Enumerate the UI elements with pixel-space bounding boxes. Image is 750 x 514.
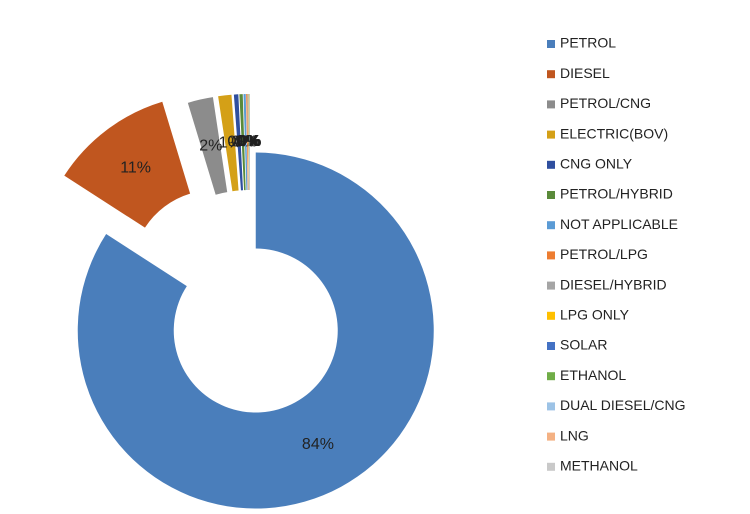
legend-label: DIESEL/HYBRID	[560, 276, 667, 292]
legend-label: PETROL/CNG	[560, 95, 651, 111]
legend-label: METHANOL	[560, 458, 638, 474]
legend-label: ELECTRIC(BOV)	[560, 125, 668, 141]
data-label: 0%	[238, 133, 261, 150]
data-label: 0%	[238, 133, 261, 150]
legend-swatch	[547, 372, 555, 381]
legend-label: CNG ONLY	[560, 156, 633, 172]
legend-swatch	[547, 402, 555, 411]
data-label: 2%	[199, 138, 222, 155]
data-label: 1%	[219, 134, 242, 151]
donut-slice	[243, 94, 248, 191]
legend-swatch	[547, 251, 555, 260]
data-label: 0%	[234, 133, 257, 150]
legend-label: DUAL DIESEL/CNG	[560, 397, 686, 413]
donut-slice	[246, 94, 249, 191]
legend-swatch	[547, 191, 555, 199]
legend-swatch	[547, 462, 555, 471]
legend-swatch	[547, 70, 555, 79]
legend-swatch	[547, 311, 555, 320]
legend-swatch	[547, 160, 555, 169]
data-label: 0%	[236, 133, 259, 150]
donut-slice	[218, 94, 239, 192]
legend-label: SOLAR	[560, 337, 607, 353]
legend-swatch	[547, 100, 555, 109]
data-label: 11%	[120, 160, 151, 177]
legend-label: LPG ONLY	[560, 307, 630, 323]
data-label: 84%	[302, 436, 334, 453]
donut-slice	[64, 101, 191, 228]
legend-swatch	[547, 40, 555, 48]
data-label: 0%	[238, 133, 261, 150]
data-label: 0%	[238, 133, 261, 150]
data-label: 0%	[237, 133, 260, 150]
legend-swatch	[547, 130, 555, 139]
legend-label: NOT APPLICABLE	[560, 216, 678, 232]
legend-label: PETROL	[560, 35, 616, 51]
legend-swatch	[547, 342, 555, 350]
donut-slice	[247, 94, 249, 191]
donut-slice	[248, 94, 250, 191]
legend-label: ETHANOL	[560, 367, 626, 383]
donut-slice	[239, 94, 246, 191]
donut-slice	[187, 97, 228, 195]
legend-label: LNG	[560, 427, 589, 443]
donut-slice	[233, 94, 244, 191]
donut-slice	[248, 94, 250, 191]
legend-label: PETROL/LPG	[560, 246, 648, 262]
legend-swatch	[547, 221, 555, 230]
legend-swatch	[547, 281, 555, 290]
data-label: 0%	[238, 133, 261, 150]
legend-label: DIESEL	[560, 65, 610, 81]
donut-slice	[77, 152, 434, 509]
legend-swatch	[547, 432, 555, 441]
legend-label: PETROL/HYBRID	[560, 186, 673, 202]
data-label: 0%	[237, 133, 260, 150]
